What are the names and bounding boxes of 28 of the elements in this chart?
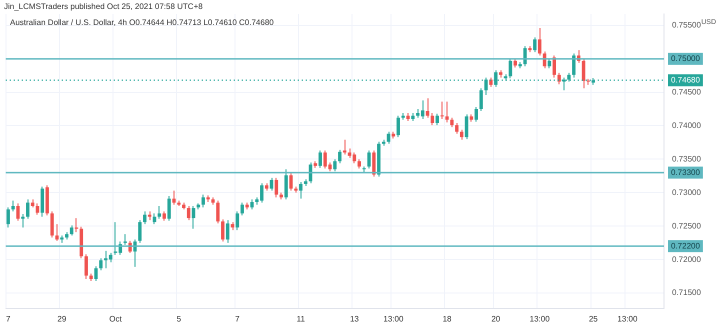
y-tick-label: 0.71500 (672, 288, 702, 298)
text: Australian Dollar / U.S. Dollar, 4h O0.74644 H0.74713 L0.74610 C0.74680 (10, 18, 274, 28)
chart-title: Jin_LCMSTraders published Oct 25, 2021 07:58 UTC+8 (4, 2, 204, 12)
ref-line-label: 0.74680 (671, 75, 700, 84)
ref-line-label: 0.75000 (671, 54, 700, 64)
x-tick-label: Oct (109, 314, 122, 324)
x-tick-label: 5 (176, 314, 182, 324)
x-tick-label: 13:00 (617, 314, 638, 324)
x-tick-label: 13:00 (530, 314, 550, 324)
y-tick-label: 0.72500 (672, 221, 702, 230)
y-tick-label: 0.75500 (672, 20, 702, 30)
x-tick-label: 11 (296, 314, 306, 324)
y-tick-label: 0.74500 (672, 87, 702, 96)
x-tick-label: 20 (491, 314, 501, 324)
y-tick-label: 0.73000 (672, 188, 702, 197)
x-tick-label: 7 (6, 314, 11, 324)
ref-line-label: 0.73300 (671, 168, 700, 177)
ref-line-label: 0.72200 (671, 241, 700, 250)
x-tick-label: 25 (588, 314, 598, 324)
x-tick-label: 13:00 (383, 314, 404, 324)
x-tick-label: 13 (350, 314, 360, 324)
x-tick-label: 18 (442, 314, 452, 324)
y-tick-label: 0.72000 (672, 254, 702, 264)
x-tick-label: 7 (235, 314, 240, 324)
y-tick-label: 0.74000 (672, 120, 702, 130)
x-tick-label: 29 (57, 314, 67, 324)
candlestick (440, 102, 444, 120)
y-tick-label: 0.73500 (672, 154, 702, 164)
